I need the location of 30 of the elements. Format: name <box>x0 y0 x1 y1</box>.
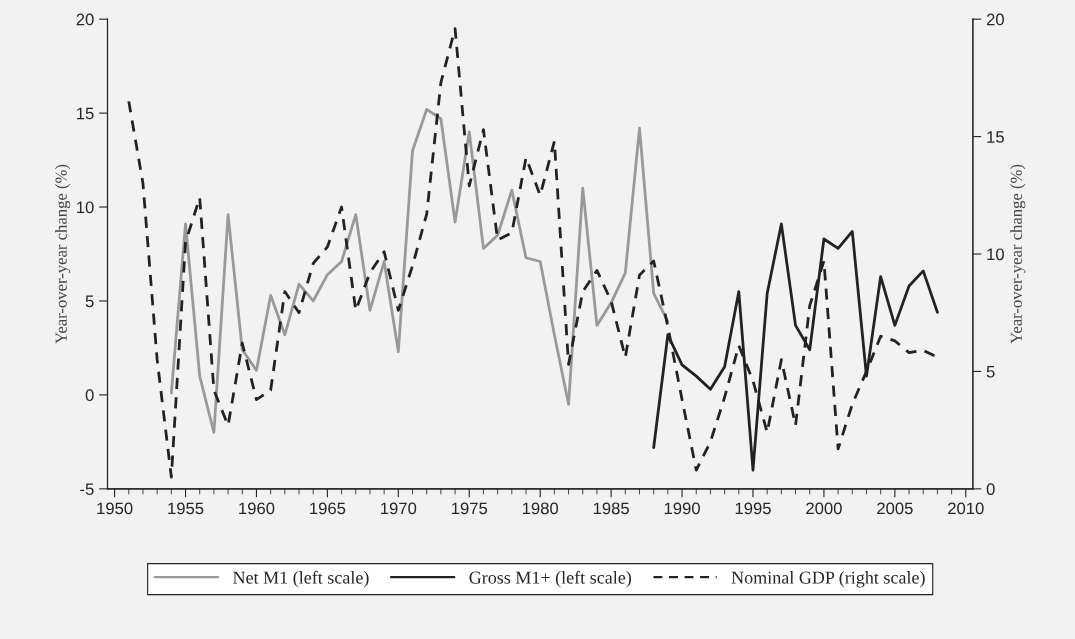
y-tick-label: 20 <box>76 13 94 26</box>
x-tick-label: 1950 <box>97 502 133 515</box>
legend-label: Nominal GDP (right scale) <box>731 571 925 588</box>
x-tick-label: 1980 <box>522 502 559 515</box>
x-tick-label: 2005 <box>877 502 913 515</box>
y2-tick-label: 5 <box>986 365 995 378</box>
x-tick-label: 2000 <box>806 502 842 515</box>
y2-tick-label: 0 <box>986 483 995 496</box>
x-tick-label: 2010 <box>948 502 984 515</box>
x-tick-label: 1985 <box>593 502 629 515</box>
x-tick-label: 1970 <box>381 502 417 515</box>
y-tick-label: 10 <box>77 201 94 214</box>
y-tick-label: 5 <box>85 295 94 308</box>
y2-tick-label: 15 <box>987 131 1004 143</box>
y2-axis-title: Year-over-year change (%) <box>1010 164 1026 344</box>
x-tick-label: 1990 <box>664 502 700 515</box>
x-tick-label: 1960 <box>239 502 275 515</box>
x-tick-label: 1995 <box>735 502 771 515</box>
x-tick-label: 1955 <box>168 502 204 515</box>
y-tick-label: 15 <box>77 107 94 120</box>
line-series <box>169 107 670 434</box>
legend-label: Net M1 (left scale) <box>233 570 369 588</box>
y-tick-label: -5 <box>80 483 94 496</box>
y-tick-label: 0 <box>85 389 94 402</box>
y-axis-title: Year-over-year change (%) <box>55 164 71 344</box>
y2-tick-label: 10 <box>987 248 1004 261</box>
legend-label: Gross M1+ (left scale) <box>469 570 632 588</box>
x-tick-label: 1975 <box>451 502 488 515</box>
x-tick-label: 1965 <box>310 502 346 515</box>
y2-tick-label: 20 <box>986 13 1004 26</box>
